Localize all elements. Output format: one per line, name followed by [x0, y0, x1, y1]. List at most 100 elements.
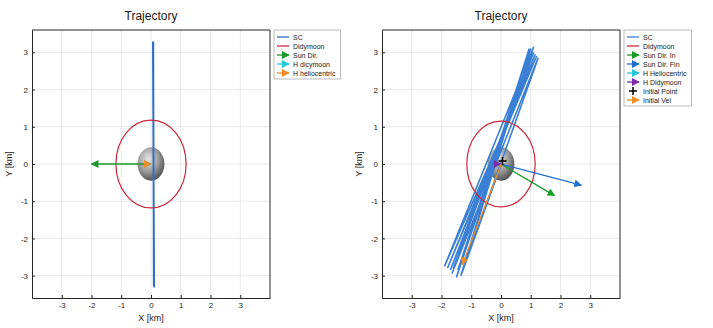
- x-tick-mark: [92, 295, 93, 298]
- frame: [382, 30, 620, 298]
- legend-item: H Didymoon: [627, 79, 682, 87]
- x-tick-mark: [151, 295, 152, 298]
- y-tick-mark: [382, 276, 385, 277]
- x-axis-title: X [km]: [138, 313, 164, 323]
- plot-background: [382, 30, 620, 298]
- x-tick-label: 2: [209, 301, 214, 310]
- y-tick-label: 0: [374, 160, 379, 169]
- legend-label: Initial Point: [643, 88, 677, 95]
- y-tick-label: -2: [371, 235, 379, 244]
- legend-item: Sun Dir.: [277, 52, 318, 59]
- grid-line: [382, 238, 620, 239]
- y-tick-label: 2: [24, 86, 29, 95]
- y-tick-mark: [32, 276, 35, 277]
- legend-symbol: [277, 63, 289, 64]
- title: Trajectory: [125, 9, 178, 23]
- y-axis: -3-2-10123: [21, 31, 35, 299]
- x-tick: 0: [149, 295, 154, 310]
- frame: [32, 30, 270, 298]
- trajectory-line: [444, 47, 538, 278]
- grid: [382, 30, 620, 298]
- plot-area: [92, 41, 187, 287]
- y-tick-label: 1: [24, 123, 29, 132]
- arrow: [501, 164, 581, 185]
- x-axis: -3 -2 -1 0 1 2 3: [383, 295, 621, 310]
- y-tick-mark: [382, 90, 385, 91]
- x-tick-mark: [471, 295, 472, 298]
- legend-symbol: [277, 72, 289, 73]
- legend-item: H dicymoon: [277, 61, 330, 69]
- x-tick-mark: [501, 295, 502, 298]
- x-tick-label: 3: [589, 301, 594, 310]
- legend-symbol: [277, 54, 289, 55]
- y-tick: -2: [371, 235, 385, 244]
- legend-item: Initial Vel: [627, 97, 671, 104]
- x-tick-mark: [531, 295, 532, 298]
- y-tick-label: -2: [21, 235, 29, 244]
- x-tick-label: -2: [88, 301, 96, 310]
- x-tick-label: 3: [239, 301, 244, 310]
- y-tick: -1: [21, 197, 35, 206]
- x-tick-mark: [211, 295, 212, 298]
- x-tick: -3: [59, 295, 67, 310]
- legend-label: Sun Dir. In: [643, 52, 676, 59]
- y-tick-label: 1: [374, 123, 379, 132]
- grid-line: [32, 201, 270, 202]
- x-axis-line: [33, 298, 271, 299]
- legend-symbol: [627, 63, 639, 64]
- x-tick-mark: [442, 295, 443, 298]
- y-tick-mark: [32, 127, 35, 128]
- y-tick: -3: [21, 272, 35, 281]
- legend-label: Sun Dir. Fin: [643, 61, 680, 68]
- x-tick-label: -2: [438, 301, 446, 310]
- legend-item: SC: [277, 34, 303, 41]
- x-tick: 1: [529, 295, 534, 310]
- grid-line: [382, 52, 620, 53]
- x-tick: 2: [209, 295, 214, 310]
- legend-item: Didymoon: [627, 43, 675, 51]
- grid-line: [382, 275, 620, 276]
- legend-symbol: [627, 45, 639, 46]
- grid-line: [32, 89, 270, 90]
- y-tick: 2: [24, 86, 35, 95]
- x-tick: -1: [468, 295, 476, 310]
- x-tick: 0: [499, 295, 504, 310]
- legend-item: Sun Dir. Fin: [627, 61, 680, 68]
- y-tick: 1: [374, 123, 385, 132]
- legend-symbol: [277, 36, 289, 37]
- x-tick: 2: [559, 295, 564, 310]
- x-tick-mark: [62, 295, 63, 298]
- legend-symbol: [627, 99, 639, 100]
- y-tick-label: 0: [24, 160, 29, 169]
- y-tick-mark: [32, 201, 35, 202]
- x-tick-label: -1: [468, 301, 476, 310]
- legend-symbol: [277, 45, 289, 46]
- legend-item: H Heliocentric: [627, 70, 687, 77]
- y-axis-title: Y [km]: [4, 151, 14, 176]
- chart-canvas: -3 -2 -1 0 1 2 3 -3 -2 -1 0 1 2 3 Trajectory X [km] Y [k…: [0, 0, 713, 328]
- x-tick-mark: [590, 295, 591, 298]
- y-tick: -1: [371, 197, 385, 206]
- legend-label: SC: [293, 34, 303, 41]
- y-tick-mark: [32, 164, 35, 165]
- legend-label: H Heliocentric: [643, 70, 687, 77]
- x-tick: -1: [118, 295, 126, 310]
- legend-symbol: [627, 36, 639, 37]
- legend-box: [274, 30, 340, 79]
- y-axis: -3-2-10123: [371, 31, 385, 299]
- y-tick-label: 3: [374, 48, 379, 57]
- y-tick-mark: [382, 52, 385, 53]
- legend-item: SC: [627, 34, 653, 41]
- x-tick-label: 1: [529, 301, 534, 310]
- legend: SCDidymoonSun Dir.H dicymoonH heliocentr…: [274, 30, 340, 79]
- legend-label: H dicymoon: [293, 61, 330, 69]
- y-tick-mark: [32, 90, 35, 91]
- x-tick-mark: [181, 295, 182, 298]
- y-tick: 2: [374, 86, 385, 95]
- grid-line: [32, 52, 270, 53]
- grid: [32, 30, 270, 298]
- y-tick-mark: [382, 164, 385, 165]
- y-axis-title: Y [km]: [354, 151, 364, 176]
- x-tick-label: 1: [179, 301, 184, 310]
- x-tick: -3: [409, 295, 417, 310]
